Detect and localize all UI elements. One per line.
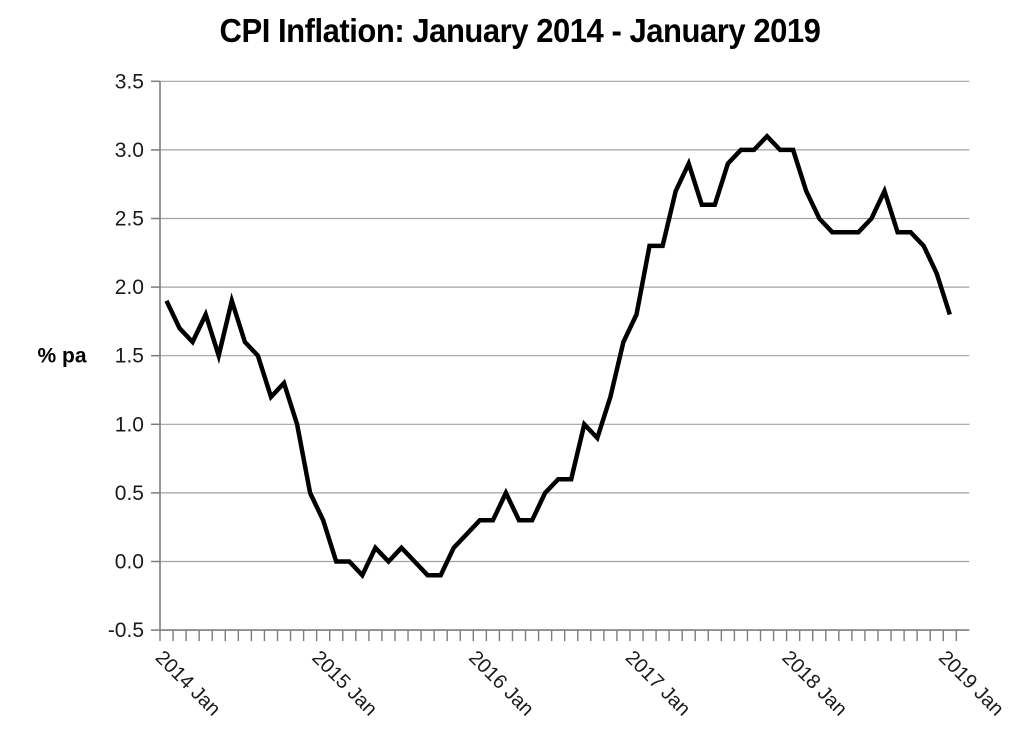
y-tick-label: 2.5 [115, 208, 144, 231]
y-axis-tick-labels: 3.5 3.0 2.5 2.0 1.5 1.0 0.5 0.0 -0.5 [108, 70, 144, 642]
y-axis-unit-label: % pa [37, 345, 86, 368]
cpi-line-series [164, 132, 952, 580]
y-tick-label: 2.0 [115, 276, 144, 299]
axes [151, 80, 970, 642]
y-tick-label: 3.0 [115, 139, 144, 162]
y-tick-label: 0.5 [115, 482, 144, 505]
y-tick-label: 0.0 [115, 551, 144, 574]
x-axis-tick-labels: 2014 Jan 2015 Jan 2016 Jan 2017 Jan 2018 Jan… [151, 647, 1008, 721]
y-tick-label: 1.0 [115, 413, 144, 436]
x-tick-label: 2016 Jan [464, 647, 538, 721]
y-tick-label: 3.5 [115, 70, 144, 93]
chart-title: CPI Inflation: January 2014 - January 20… [219, 12, 821, 49]
x-tick-label: 2014 Jan [151, 647, 225, 721]
x-tick-label: 2018 Jan [777, 647, 851, 721]
y-axis-unit: % pa [37, 345, 86, 368]
x-tick-label: 2015 Jan [308, 647, 382, 721]
gridlines [160, 80, 970, 563]
y-tick-label: 1.5 [115, 345, 144, 368]
cpi-line [164, 132, 952, 580]
y-tick-label: -0.5 [108, 619, 144, 642]
x-tick-label: 2019 Jan [934, 647, 1008, 721]
x-tick-label: 2017 Jan [621, 647, 695, 721]
